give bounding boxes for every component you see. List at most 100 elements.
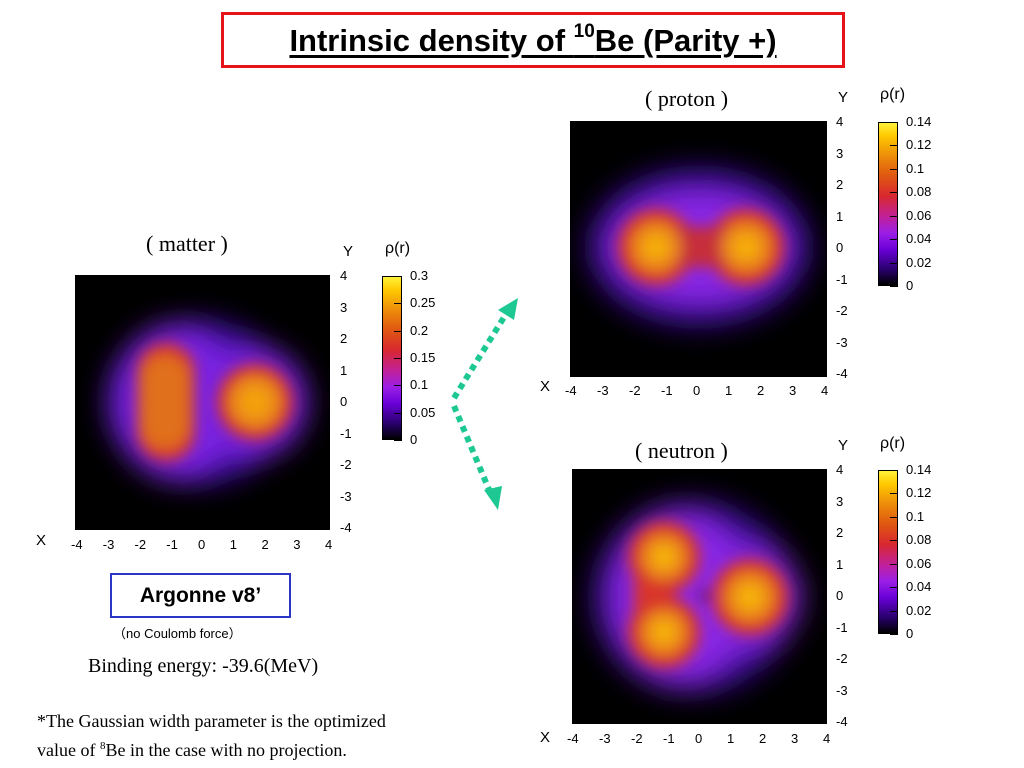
neutron-y-tick-label: 1: [836, 556, 844, 572]
neutron-x-tick-label: -4: [567, 731, 579, 746]
proton-density-heatmap: [570, 121, 827, 377]
proton-plot-label: ( proton ): [645, 86, 729, 111]
neutron-colorbar-tick-label: 0.1: [906, 508, 925, 524]
matter-colorbar-tick-label: 0.3: [410, 268, 429, 283]
matter-colorbar-tick-label: 0.15: [410, 350, 436, 365]
proton-colorbar-tick-mark: [890, 262, 898, 264]
neutron-x-tick-label: 4: [823, 731, 831, 746]
neutron-colorbar-tick-mark: [890, 470, 898, 471]
arrow-to-proton-head: [498, 298, 518, 320]
neutron-colorbar-tick-mark: [890, 516, 898, 518]
matter-colorbar-title: ρ(r): [385, 240, 411, 257]
matter-x-axis-name: X: [36, 532, 47, 549]
proton-y-tick-label: 2: [836, 177, 844, 192]
split-arrows-graphic: [451, 298, 518, 510]
neutron-x-tick-label: -2: [631, 731, 643, 746]
proton-colorbar-tick-mark: [890, 192, 898, 194]
proton-x-tick-label: 3: [789, 383, 797, 398]
neutron-x-tick-label: -1: [663, 731, 675, 746]
proton-colorbar-tick-label: 0: [906, 278, 914, 293]
matter-colorbar-tick-label: 0.05: [410, 404, 436, 420]
footnote-line-2: value of 8Be in the case with no project…: [37, 734, 386, 763]
neutron-x-tick-label: 2: [759, 731, 767, 746]
neutron-colorbar-tick-mark: [890, 610, 898, 612]
proton-y-tick-label: -4: [836, 366, 848, 381]
neutron-x-tick-label: 3: [791, 731, 799, 746]
proton-x-tick-label: 4: [821, 383, 829, 398]
neutron-colorbar-tick-label: 0.02: [906, 602, 932, 618]
proton-y-tick-label: -1: [836, 271, 848, 287]
interaction-name: Argonne v8: [139, 584, 256, 607]
footnote-line-2-prefix: value of: [37, 740, 100, 760]
proton-y-tick-label: 4: [836, 114, 844, 129]
proton-colorbar-title: ρ(r): [880, 86, 906, 103]
neutron-colorbar-tick-mark: [890, 493, 898, 495]
matter-y-tick-label: 0: [340, 394, 348, 409]
footnote-line-2-suffix: Be in the case with no projection.: [105, 740, 347, 760]
neutron-colorbar-title: ρ(r): [880, 435, 906, 452]
neutron-y-tick-label: -2: [836, 651, 848, 666]
matter-y-tick-label: 3: [340, 299, 348, 315]
neutron-x-tick-label: 1: [727, 731, 735, 746]
proton-y-tick-label: 0: [836, 240, 844, 255]
proton-x-tick-label: -4: [565, 383, 577, 398]
matter-colorbar-tick-mark: [394, 303, 402, 305]
proton-colorbar-tick-label: 0.14: [906, 114, 932, 129]
matter-colorbar-tick-mark: [394, 385, 402, 387]
neutron-y-tick-label: -3: [836, 682, 848, 698]
matter-colorbar-tick-label: 0: [410, 432, 418, 447]
matter-x-tick-label: -1: [166, 537, 178, 552]
proton-y-tick-label: 3: [836, 145, 844, 161]
matter-y-tick-label: -4: [340, 520, 352, 535]
proton-colorbar-tick-label: 0.08: [906, 184, 932, 200]
neutron-colorbar-tick-label: 0.14: [906, 462, 932, 477]
proton-colorbar-tick-label: 0.1: [906, 160, 925, 176]
neutron-y-tick-label: 2: [836, 525, 844, 540]
proton-x-tick-label: -3: [597, 383, 609, 398]
proton-colorbar-tick-mark: [890, 286, 898, 287]
proton-colorbar-tick-mark: [890, 122, 898, 123]
interaction-prime: ’: [255, 584, 262, 607]
matter-colorbar-tick-label: 0.2: [410, 322, 429, 338]
proton-y-axis-name: Y: [838, 89, 849, 106]
matter-plot-label: ( matter ): [146, 231, 228, 256]
matter-y-tick-label: 4: [340, 268, 348, 283]
proton-x-tick-label: -1: [661, 383, 673, 398]
neutron-colorbar-tick-mark: [890, 587, 898, 589]
arrow-to-neutron-line: [451, 404, 493, 494]
neutron-colorbar-tick-label: 0.06: [906, 555, 932, 571]
neutron-x-tick-label: 0: [695, 731, 703, 746]
neutron-colorbar-tick-label: 0.12: [906, 485, 932, 501]
binding-energy: Binding energy: -39.6(MeV): [88, 655, 319, 677]
matter-y-axis-name: Y: [343, 243, 354, 260]
matter-y-tick-label: -1: [340, 425, 352, 441]
proton-colorbar: [878, 122, 898, 286]
neutron-y-tick-label: -4: [836, 714, 848, 729]
neutron-colorbar-tick-label: 0: [906, 626, 914, 641]
matter-colorbar-tick-mark: [394, 440, 402, 441]
neutron-colorbar-tick-label: 0.08: [906, 532, 932, 548]
matter-density-heatmap: [75, 275, 330, 530]
neutron-colorbar-tick-mark: [890, 540, 898, 542]
proton-x-tick-label: 1: [725, 383, 733, 398]
title-box: Intrinsic density of 10Be (Parity +): [221, 12, 845, 68]
neutron-x-tick-label: -3: [599, 731, 611, 746]
neutron-y-axis-name: Y: [838, 437, 849, 454]
neutron-density-heatmap: [572, 469, 827, 724]
neutron-colorbar-tick-mark: [890, 563, 898, 565]
matter-x-tick-label: -3: [102, 537, 115, 552]
matter-colorbar-tick-mark: [394, 358, 402, 359]
neutron-y-tick-label: 4: [836, 462, 844, 477]
proton-x-tick-label: -2: [629, 383, 641, 398]
proton-colorbar-tick-mark: [890, 215, 898, 217]
proton-colorbar-tick-mark: [890, 168, 898, 170]
proton-colorbar-tick-label: 0.12: [906, 137, 932, 153]
proton-x-tick-label: 0: [693, 383, 701, 398]
neutron-colorbar: [878, 470, 898, 634]
proton-colorbar-tick-label: 0.06: [906, 207, 932, 223]
matter-y-tick-label: 1: [340, 362, 348, 378]
matter-x-tick-label: 4: [325, 537, 333, 552]
matter-x-tick-label: 0: [198, 537, 206, 552]
title-prefix: Intrinsic density of: [289, 23, 574, 58]
neutron-plot-label: ( neutron ): [635, 438, 728, 463]
